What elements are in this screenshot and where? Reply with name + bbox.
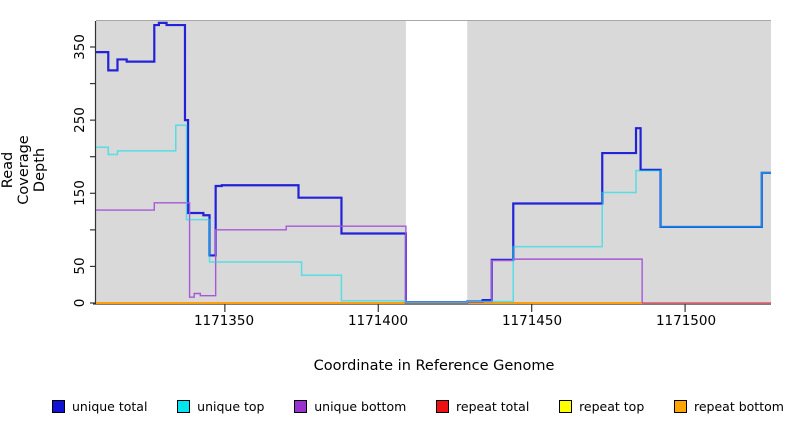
legend-label: repeat top [579, 399, 645, 414]
unique-total-swatch-icon [52, 400, 65, 413]
legend-item-unique-top: unique top [177, 399, 264, 414]
x-tick-1171450: 1171450 [501, 313, 563, 329]
legend-label: unique bottom [314, 399, 407, 414]
repeat-top-swatch-icon [559, 400, 573, 413]
unique-bottom-swatch-icon [294, 400, 308, 413]
y-tick-50: 50 [72, 257, 88, 275]
legend-item-unique-bottom: unique bottom [294, 399, 406, 414]
legend-label: unique total [72, 399, 148, 414]
y-tick-150: 150 [72, 180, 88, 206]
x-tick-1171500: 1171500 [655, 313, 717, 329]
legend-label: repeat bottom [694, 399, 784, 414]
legend-item-repeat-bottom: repeat bottom [674, 399, 784, 414]
legend-label: unique top [197, 399, 265, 414]
legend: unique total unique top unique bottom re… [52, 399, 784, 414]
legend-label: repeat total [456, 399, 530, 414]
legend-item-repeat-top: repeat top [559, 399, 644, 414]
x-axis-title: Coordinate in Reference Genome [313, 358, 555, 374]
legend-item-unique-total: unique total [52, 399, 147, 414]
unique-top-swatch-icon [177, 400, 191, 413]
y-tick-250: 250 [72, 107, 88, 133]
repeat-total-swatch-icon [436, 400, 450, 413]
x-tick-1171350: 1171350 [193, 313, 255, 329]
y-axis-title: Read Coverage Depth [0, 135, 48, 205]
repeat-bottom-swatch-icon [674, 400, 687, 413]
y-tick-350: 350 [72, 34, 88, 60]
x-tick-1171400: 1171400 [347, 313, 409, 329]
plot-area [90, 20, 771, 312]
legend-item-repeat-total: repeat total [436, 399, 529, 414]
